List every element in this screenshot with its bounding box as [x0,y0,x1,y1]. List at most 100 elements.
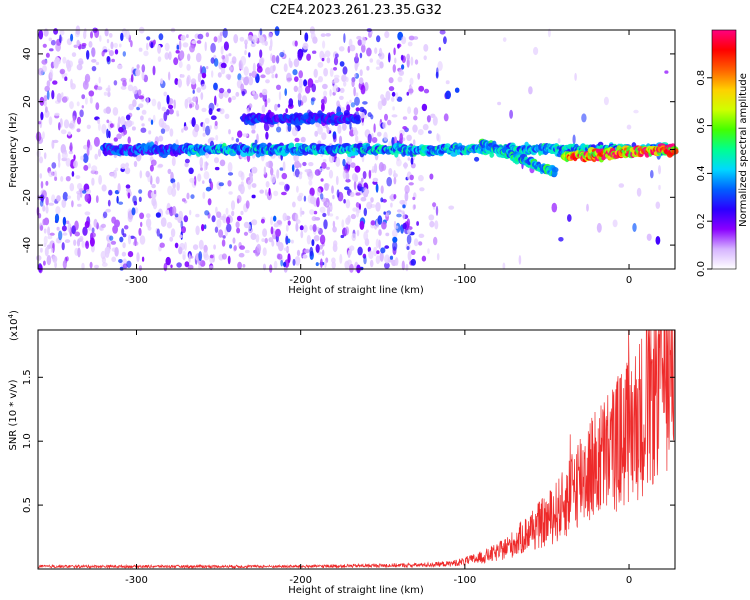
spectrogram-noise-cell [388,52,391,63]
spectrogram-noise-cell [38,29,44,40]
spectrogram-noise-cell [153,189,157,195]
spectrogram-noise-cell [45,180,49,186]
spectrogram-noise-cell [239,245,246,250]
spectrogram-noise-cell [213,36,218,43]
spectrogram-noise-cell [187,53,191,62]
spectrogram-noise-cell [206,66,209,70]
spectrogram-noise-cell [79,235,84,242]
spectrogram-noise-cell [372,165,375,173]
spectrogram-noise-cell [380,185,384,194]
spectrogram-noise-cell [287,238,291,244]
spectrogram-noise-cell [275,228,281,237]
spectrogram-noise-cell [267,98,271,103]
spectrogram-noise-cell [264,40,268,47]
spectrogram-noise-cell [243,76,250,86]
spectrogram-noise-cell [296,185,299,193]
spectrogram-noise-cell [260,218,265,224]
spectrogram-marks [35,25,679,274]
spectrogram-noise-cell [115,167,119,172]
spectrogram-noise-cell [256,66,263,73]
spectrogram-noise-cell [429,173,434,180]
spectrogram-noise-cell [401,64,405,70]
spectrogram-noise-cell [94,28,100,39]
spectrogram-noise-cell [127,192,131,199]
spectrogram-noise-cell [376,250,380,255]
spectrogram-noise-cell [85,189,92,195]
spectrogram-noise-cell [181,128,184,133]
spectrogram-noise-cell [170,228,176,238]
spectrogram-noise-cell [367,133,372,144]
spectrogram-noise-cell [149,164,154,172]
spectrogram-noise-cell [209,265,214,269]
spectrogram-noise-cell [322,212,327,218]
spectrogram-noise-cell [176,110,179,115]
spectrogram-noise-cell [140,115,144,121]
spectrogram-noise-cell [346,259,352,266]
spectrogram-noise-cell [320,193,324,200]
spectrogram-noise-cell [219,159,226,167]
spectrogram-noise-cell [198,251,203,262]
spectrogram-noise-cell [174,213,179,218]
spectrogram-noise-cell [165,209,170,215]
spectrogram-noise-cell [393,220,397,230]
spectrogram-noise-cell [64,76,68,81]
spectrogram-noise-cell [265,161,270,168]
spectrogram-noise-cell [396,96,403,102]
spectrogram-noise-cell [270,216,274,226]
spectrogram-noise-cell [232,237,236,244]
spectrogram-noise-cell [90,232,96,238]
spectrogram-noise-cell [129,121,135,126]
spectrogram-noise-cell [79,109,84,118]
spectrogram-noise-cell [393,194,397,200]
spectrogram-noise-cell [240,83,245,92]
spectrogram-noise-cell [121,251,127,257]
spectrogram-noise-cell [295,222,299,232]
spectrogram-noise-cell [354,56,359,64]
spectrogram-noise-cell [355,92,359,97]
spectrogram-noise-cell [61,242,65,251]
spectrogram-noise-cell [270,155,276,159]
spectrogram-noise-cell [399,132,404,143]
spectrogram-noise-cell [125,188,131,192]
spectrogram-noise-cell [88,90,95,97]
spectrogram-noise-cell [119,236,124,243]
spectrogram-noise-cell [184,158,190,164]
spectrogram-noise-cell [400,54,404,61]
spectrogram-noise-cell [214,166,220,171]
spectrogram-noise-cell [91,47,96,58]
spectrogram-noise-cell [195,225,200,236]
spectrogram-noise-cell [156,228,160,237]
spectrogram-noise-cell [443,113,449,122]
spectrogram-noise-cell [139,212,145,220]
spectrogram-noise-cell [276,126,282,133]
spectrogram-noise-cell [172,205,177,216]
spectrogram-noise-cell [332,84,339,93]
spectrogram-noise-cell [344,226,350,236]
spectrogram-noise-cell [331,185,334,194]
spectrogram-noise-cell [132,85,138,95]
spectrogram-noise-cell [130,74,134,83]
spectrogram-noise-cell [310,195,316,205]
spectrogram-noise-cell [454,87,460,93]
spectrogram-noise-cell [428,214,435,221]
spectrogram-noise-cell [113,42,119,49]
spectrogram-noise-cell [129,235,135,239]
spectrogram-noise-cell [297,195,303,202]
spectrogram-noise-cell [338,135,343,146]
spectrogram-noise-cell [294,137,300,143]
spectrogram-noise-cell [422,123,429,131]
spectrogram-noise-cell [62,260,67,269]
spectrogram-noise-cell [138,227,142,236]
spectrogram-noise-cell [112,107,119,116]
spectrogram-noise-cell [409,174,414,181]
colorbar-tick-label: 0.2 [696,213,707,229]
spectrogram-noise-cell [53,28,59,35]
spectrogram-noise-cell [109,123,114,128]
spectrogram-noise-cell [179,50,185,60]
spectrogram-noise-cell [140,221,143,228]
spectrogram-noise-cell [351,173,358,182]
spectrogram-noise-cell [209,125,212,130]
spectrogram-noise-cell [335,216,339,220]
snr-panel: -300 -200 -100 0 0.5 1.0 1.5 Height of straig… [7,310,676,596]
spectrogram-noise-cell [221,67,226,75]
